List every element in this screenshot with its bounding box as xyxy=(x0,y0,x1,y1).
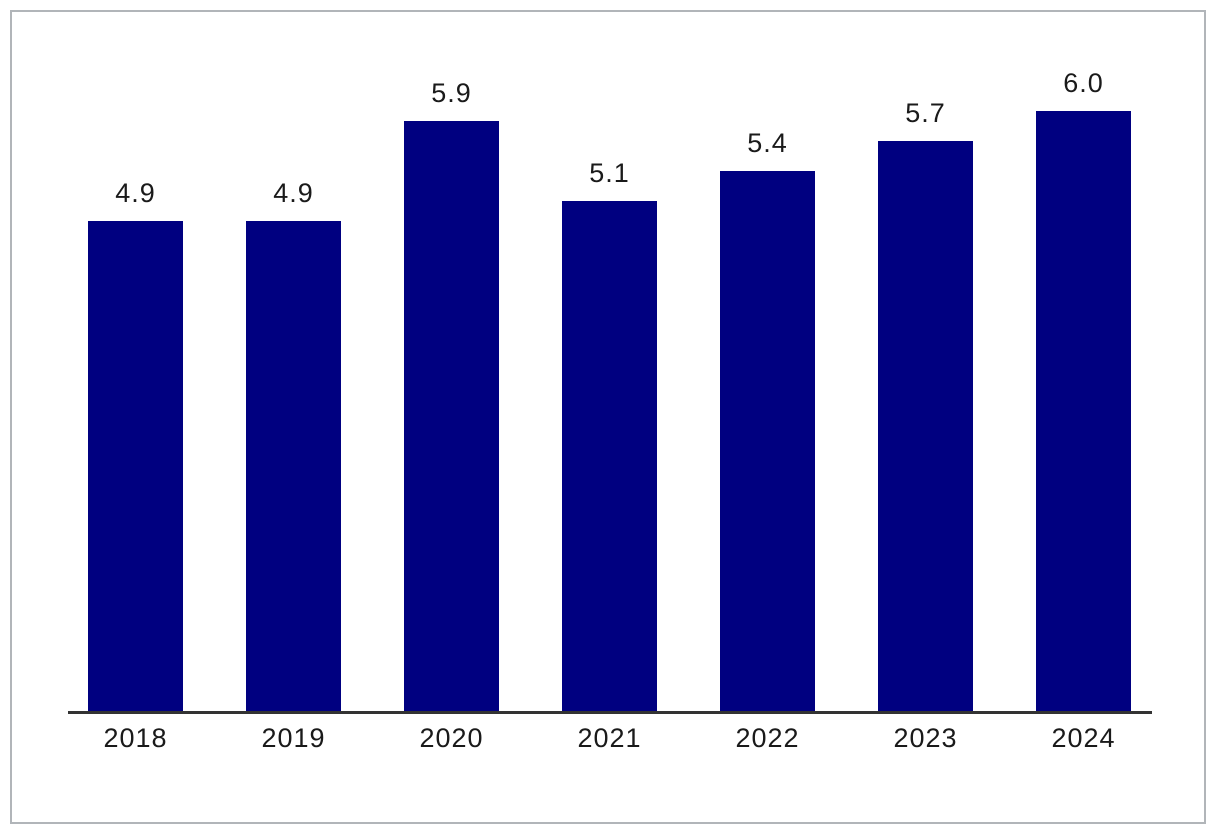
bar xyxy=(88,221,183,711)
bar-value-label: 4.9 xyxy=(273,178,314,208)
x-axis-tick-label: 2019 xyxy=(261,723,326,753)
bar xyxy=(1036,111,1131,711)
x-axis-tick-label: 2020 xyxy=(419,723,484,753)
x-axis-line xyxy=(68,711,1152,714)
x-axis-tick-label: 2024 xyxy=(1051,723,1116,753)
x-axis-tick-label: 2021 xyxy=(577,723,642,753)
bar-value-label: 5.9 xyxy=(431,78,472,108)
bar xyxy=(404,121,499,711)
bar-value-label: 6.0 xyxy=(1063,68,1104,98)
bar-value-label: 4.9 xyxy=(115,178,156,208)
bar xyxy=(720,171,815,711)
x-axis-tick-label: 2018 xyxy=(103,723,168,753)
x-axis-tick-label: 2022 xyxy=(735,723,800,753)
x-axis-tick-label: 2023 xyxy=(893,723,958,753)
bar xyxy=(246,221,341,711)
bar-value-label: 5.1 xyxy=(589,158,630,188)
bar xyxy=(878,141,973,711)
bar-value-label: 5.7 xyxy=(905,98,946,128)
bar-value-label: 5.4 xyxy=(747,128,788,158)
bar xyxy=(562,201,657,711)
